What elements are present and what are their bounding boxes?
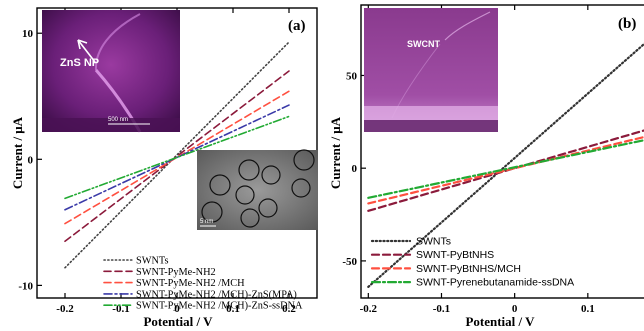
y-tick-label: -10 (18, 280, 33, 292)
legend-entry: SWNT-PyBtNHS (416, 249, 494, 261)
legend-entry: SWNT-PyMe-NH2 (136, 267, 216, 278)
x-tick-label: -0.2 (56, 303, 74, 315)
panel-a-series-lines (64, 41, 290, 269)
legend-entry: SWNT-PyMe-NH2 /MCH)-ZnS-ssDNA (136, 301, 303, 312)
panel-a-sem-scale: 500 nm (108, 117, 128, 123)
panel-a-label: (a) (288, 18, 306, 34)
series-line (367, 42, 644, 288)
x-tick-label: 0 (174, 303, 180, 315)
legend-entry: SWNT-PyBtNHS/MCH (416, 263, 521, 275)
panel-a: ZnS NP 500 nm 5 nm (a) -0.2 -0.1 0 0.1 0.2-1… (10, 7, 318, 329)
panel-b-ticks (361, 5, 589, 298)
x-tick-label: -0.2 (360, 303, 378, 315)
panel-b-ylabel: Current / μA (328, 116, 343, 189)
panel-b-series-lines (367, 42, 644, 288)
panel-a-sem-label: ZnS NP (60, 57, 99, 69)
series-line (367, 129, 644, 212)
series-line (367, 139, 644, 199)
panel-b-sem-inset: SWCNT (364, 8, 498, 132)
y-tick-label: 0 (352, 163, 358, 175)
legend-entry: SWNTs (416, 236, 451, 248)
panel-b-xlabel: Potential / V (465, 314, 535, 329)
legend-entry: SWNT-Pyrenebutanamide-ssDNA (416, 277, 574, 289)
panel-a-xlabel: Potential / V (143, 314, 213, 329)
y-tick-label: 0 (28, 154, 34, 166)
x-tick-label: 0 (512, 303, 518, 315)
legend-entry: SWNTs (136, 256, 168, 267)
series-line (64, 115, 290, 200)
legend-entry: SWNT-PyMe-NH2 /MCH (136, 278, 245, 289)
panel-a-tem-inset: 5 nm (197, 149, 318, 230)
x-tick-label: 0.1 (226, 303, 240, 315)
series-line (64, 90, 290, 225)
x-tick-label: 0.1 (581, 303, 595, 315)
series-line (64, 70, 290, 243)
y-tick-label: 50 (346, 70, 358, 82)
panel-b-label: (b) (618, 16, 636, 32)
x-tick-label: 0.2 (282, 303, 296, 315)
y-tick-label: -50 (342, 256, 357, 268)
panel-a-tem-scale: 5 nm (200, 219, 213, 225)
legend-entry: SWNT-PyMe-NH2 /MCH)-ZnS(MPA) (136, 289, 297, 300)
panel-a-ylabel: Current / μA (10, 116, 25, 189)
panel-b-sem-label: SWCNT (407, 39, 440, 49)
y-tick-label: 10 (22, 28, 34, 40)
x-tick-label: -0.1 (433, 303, 450, 315)
panel-a-sem-inset: ZnS NP 500 nm (42, 10, 180, 133)
series-line (64, 41, 290, 269)
